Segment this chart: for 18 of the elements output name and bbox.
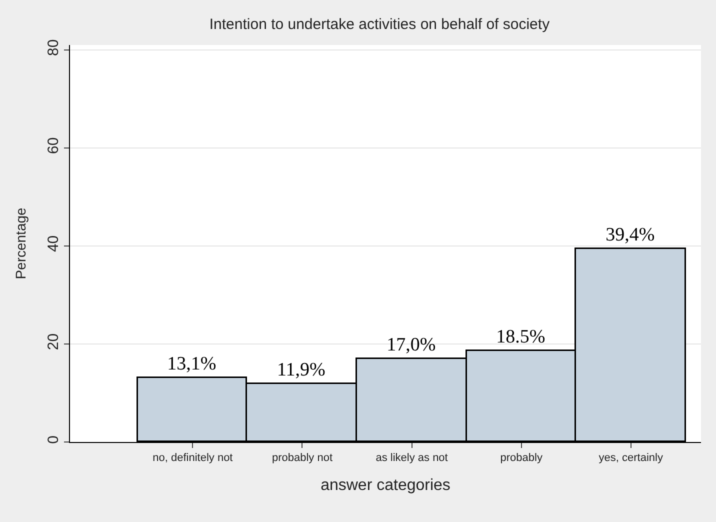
chart-title: Intention to undertake activities on behalf of society (209, 16, 550, 33)
data-label: 18.5% (496, 326, 546, 348)
y-tick-label: 60 (45, 137, 62, 154)
x-tick-label: yes, certainly (598, 452, 664, 464)
y-axis-title: Percentage (12, 207, 29, 280)
x-tick-label: as likely as not (376, 452, 448, 464)
y-tick-label: 80 (45, 39, 62, 56)
data-label: 39,4% (606, 224, 655, 246)
x-tick-label: probably not (272, 452, 333, 464)
y-tick-label: 0 (45, 436, 62, 444)
x-axis-title: answer categories (320, 476, 450, 494)
y-tick-label: 20 (45, 333, 62, 350)
x-tick-label: no, definitely not (152, 452, 233, 464)
x-tick-label: probably (500, 452, 543, 464)
data-label: 13,1% (167, 353, 216, 374)
data-label: 11,9% (276, 359, 326, 380)
y-tick-label: 40 (45, 235, 62, 252)
data-label: 17,0% (386, 334, 436, 356)
